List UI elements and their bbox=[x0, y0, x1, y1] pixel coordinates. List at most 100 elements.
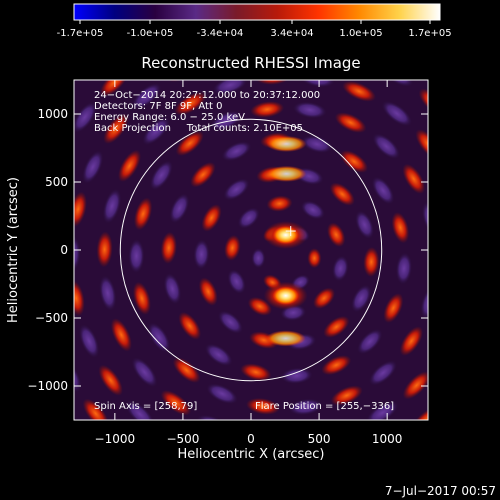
pattern-lobe bbox=[440, 368, 475, 406]
colorbar: -1.7e+05 -1.0e+05 -3.4e+04 3.4e+04 1.0e+05 1.… bbox=[57, 3, 452, 39]
info-line-detectors: Detectors: 7F 8F 9F, Att 0 bbox=[94, 101, 222, 112]
colorbar-ticks bbox=[79, 20, 431, 24]
pattern-lobe bbox=[48, 137, 77, 176]
pattern-lobe bbox=[415, 129, 428, 160]
info-line-time: 24−Oct−2014 20:27:12.000 to 20:37:12.000 bbox=[94, 90, 320, 101]
pattern-lobe bbox=[323, 315, 350, 338]
pattern-lobe bbox=[172, 357, 201, 383]
solar-limb-circle bbox=[119, 118, 383, 382]
pattern-lobe bbox=[241, 460, 279, 480]
pattern-lobe bbox=[469, 156, 498, 195]
pattern-lobe bbox=[288, 398, 323, 416]
pattern-lobe bbox=[286, 462, 323, 481]
pattern-lobe bbox=[204, 343, 233, 367]
pattern-lobe bbox=[471, 380, 500, 419]
pattern-lobe bbox=[492, 244, 500, 280]
flare-position-label: Flare Position = [255,−336] bbox=[255, 401, 394, 412]
pattern-lobe bbox=[240, 363, 272, 381]
pattern-lobe bbox=[300, 200, 325, 220]
pattern-lobe bbox=[237, 207, 260, 229]
pattern-lobe bbox=[227, 269, 246, 294]
spin-axis-label: Spin Axis = [258,79] bbox=[94, 401, 197, 412]
pattern-lobe bbox=[280, 367, 313, 384]
pattern-lobe bbox=[340, 150, 368, 173]
pattern-lobe bbox=[255, 80, 292, 85]
y-tick-label: −1000 bbox=[27, 379, 68, 393]
pattern-lobe bbox=[428, 243, 444, 277]
pattern-lobe bbox=[102, 188, 122, 224]
pattern-lobe bbox=[223, 178, 250, 201]
pattern-lobe bbox=[402, 371, 428, 400]
pattern-lobe bbox=[78, 324, 100, 358]
pattern-lobe bbox=[186, 477, 225, 500]
pattern-lobe bbox=[330, 385, 363, 406]
pattern-lobe bbox=[381, 80, 414, 87]
colorbar-tick-label: 3.4e+04 bbox=[270, 28, 313, 39]
pattern-lobe bbox=[74, 191, 87, 227]
colorbar-tick-labels: -1.7e+05 -1.0e+05 -3.4e+04 3.4e+04 1.0e+05 1.… bbox=[57, 28, 452, 39]
pattern-lobe bbox=[329, 450, 368, 476]
pattern-lobe bbox=[366, 401, 399, 420]
colorbar-tick-label: -1.7e+05 bbox=[57, 28, 104, 39]
pattern-lobe bbox=[98, 364, 123, 396]
pattern-lobe bbox=[459, 249, 477, 286]
x-tick-label: −500 bbox=[166, 432, 199, 446]
pattern-lobe bbox=[147, 322, 171, 353]
y-tick-labels: −1000 −500 0 500 1000 bbox=[27, 107, 68, 393]
pattern-lobe bbox=[103, 113, 129, 144]
y-axis-label: Heliocentric Y (arcsec) bbox=[6, 177, 21, 323]
pattern-lobe bbox=[399, 326, 423, 356]
pattern-lobe bbox=[402, 163, 425, 194]
colorbar-tick-label: -1.0e+05 bbox=[127, 28, 174, 39]
x-tick-label: 0 bbox=[247, 432, 255, 446]
axis-ticks bbox=[74, 80, 428, 420]
bright-lobe bbox=[266, 165, 307, 182]
pattern-lobe bbox=[496, 340, 500, 379]
pattern-lobe bbox=[74, 359, 82, 393]
pattern-lobe bbox=[421, 201, 428, 235]
pattern-lobe bbox=[74, 235, 81, 272]
pattern-lobe bbox=[251, 248, 266, 269]
x-tick-label: 500 bbox=[308, 432, 331, 446]
pattern-lobe bbox=[175, 130, 204, 156]
x-tick-label: 1000 bbox=[372, 432, 403, 446]
pattern-lobe bbox=[485, 199, 500, 237]
pattern-lobe bbox=[460, 84, 495, 122]
bright-lobe bbox=[266, 135, 307, 152]
pattern-lobe bbox=[231, 491, 269, 500]
pattern-lobe bbox=[198, 277, 218, 306]
image-panel bbox=[32, 53, 500, 500]
y-tick-label: 0 bbox=[60, 243, 68, 257]
pattern-lobe bbox=[440, 415, 477, 452]
flare-source bbox=[272, 286, 299, 305]
pattern-lobe bbox=[32, 271, 53, 309]
date-stamp: 7−Jul−2017 00:57 bbox=[385, 484, 496, 498]
pattern-lobe bbox=[454, 204, 477, 242]
pattern-lobe bbox=[277, 495, 314, 500]
pattern-lobe bbox=[487, 121, 500, 160]
pattern-lobe bbox=[201, 204, 222, 232]
pattern-lobe bbox=[369, 360, 397, 386]
pattern-lobe bbox=[420, 286, 428, 319]
pattern-lobe bbox=[313, 287, 335, 309]
pattern-lobe bbox=[465, 330, 495, 369]
pattern-lobe bbox=[293, 101, 327, 119]
pattern-lobe bbox=[224, 234, 241, 261]
colorbar-tick-label: -3.4e+04 bbox=[197, 28, 244, 39]
pattern-lobe bbox=[357, 328, 383, 355]
info-line-method: Back Projection Total counts: 2.10E+05 bbox=[94, 123, 303, 134]
x-tick-label: −1000 bbox=[95, 432, 136, 446]
pattern-lobe bbox=[149, 160, 173, 191]
pattern-lobe bbox=[437, 162, 467, 201]
colorbar-gradient bbox=[73, 3, 441, 21]
pattern-lobe bbox=[118, 149, 141, 182]
pattern-lobe bbox=[74, 280, 85, 317]
pattern-lobe bbox=[383, 293, 404, 323]
y-tick-label: 1000 bbox=[37, 107, 68, 121]
pattern-lobe bbox=[125, 400, 155, 420]
pattern-lobe bbox=[132, 281, 151, 315]
pattern-lobe bbox=[381, 100, 413, 127]
pattern-lobe bbox=[426, 53, 464, 88]
pattern-lobe bbox=[100, 80, 129, 97]
pattern-lobe bbox=[246, 397, 280, 415]
